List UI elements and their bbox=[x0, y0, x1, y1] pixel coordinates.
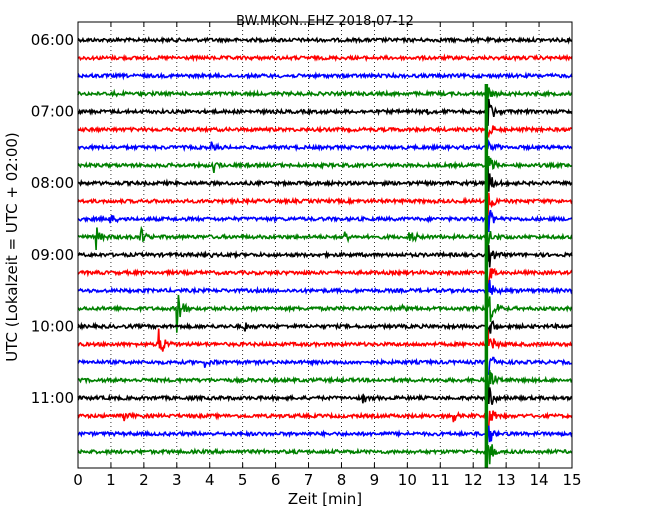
trace-line bbox=[77, 444, 573, 468]
trace-line bbox=[77, 310, 573, 343]
x-tick-label: 4 bbox=[205, 471, 215, 489]
x-tick-label: 10 bbox=[398, 471, 417, 489]
x-tick-label: 12 bbox=[464, 471, 483, 489]
trace-line bbox=[77, 279, 573, 310]
x-tick-label: 6 bbox=[271, 471, 281, 489]
trace-line bbox=[77, 87, 573, 101]
x-tick-label: 14 bbox=[530, 471, 549, 489]
trace-line bbox=[77, 396, 573, 434]
trace-line bbox=[77, 98, 573, 126]
y-axis-label: UTC (Lokalzeit = UTC + 02:00) bbox=[3, 132, 21, 362]
y-tick-label: 06:00 bbox=[31, 31, 74, 49]
trace-line bbox=[77, 120, 573, 139]
x-tick-label: 7 bbox=[304, 471, 314, 489]
x-tick-label: 8 bbox=[337, 471, 347, 489]
x-tick-label: 2 bbox=[139, 471, 149, 489]
trace-line bbox=[77, 425, 573, 447]
x-tick-label: 11 bbox=[431, 471, 450, 489]
trace-line bbox=[77, 128, 573, 153]
x-tick-label: 5 bbox=[238, 471, 248, 489]
y-tick-label: 10:00 bbox=[31, 317, 74, 335]
x-tick-label: 0 bbox=[73, 471, 83, 489]
trace-line bbox=[77, 328, 572, 352]
x-tick-label: 1 bbox=[106, 471, 116, 489]
trace-line bbox=[77, 273, 573, 333]
x-tick-label: 15 bbox=[562, 471, 581, 489]
trace-line bbox=[77, 146, 573, 183]
trace-line bbox=[77, 225, 573, 251]
trace-line bbox=[77, 237, 573, 268]
plot-frame bbox=[77, 21, 573, 469]
trace-line bbox=[77, 53, 573, 63]
y-tick-label: 08:00 bbox=[31, 174, 74, 192]
axes: 0 1 2 3 4 5 6 7 8 9 10 11 12 13 14 1506:0007:0008:0009:… bbox=[31, 21, 582, 489]
trace-line bbox=[77, 369, 573, 393]
y-tick-label: 07:00 bbox=[31, 103, 74, 121]
trace-line bbox=[77, 264, 573, 287]
chart-title: BW.MKON..EHZ 2018-07-12 bbox=[236, 14, 414, 29]
x-tick-label: 3 bbox=[172, 471, 182, 489]
y-tick-label: 09:00 bbox=[31, 246, 74, 264]
trace-lines bbox=[77, 35, 573, 468]
x-tick-label: 9 bbox=[370, 471, 380, 489]
trace-line bbox=[77, 378, 573, 405]
trace-line bbox=[77, 166, 573, 192]
trace-line bbox=[77, 183, 573, 216]
trace-line bbox=[77, 71, 573, 81]
trace-line bbox=[77, 356, 573, 376]
trace-line bbox=[77, 35, 573, 45]
x-tick-label: 13 bbox=[497, 471, 516, 489]
trace-line bbox=[77, 207, 573, 234]
x-axis-label: Zeit [min] bbox=[288, 490, 362, 508]
y-tick-label: 11:00 bbox=[31, 389, 74, 407]
